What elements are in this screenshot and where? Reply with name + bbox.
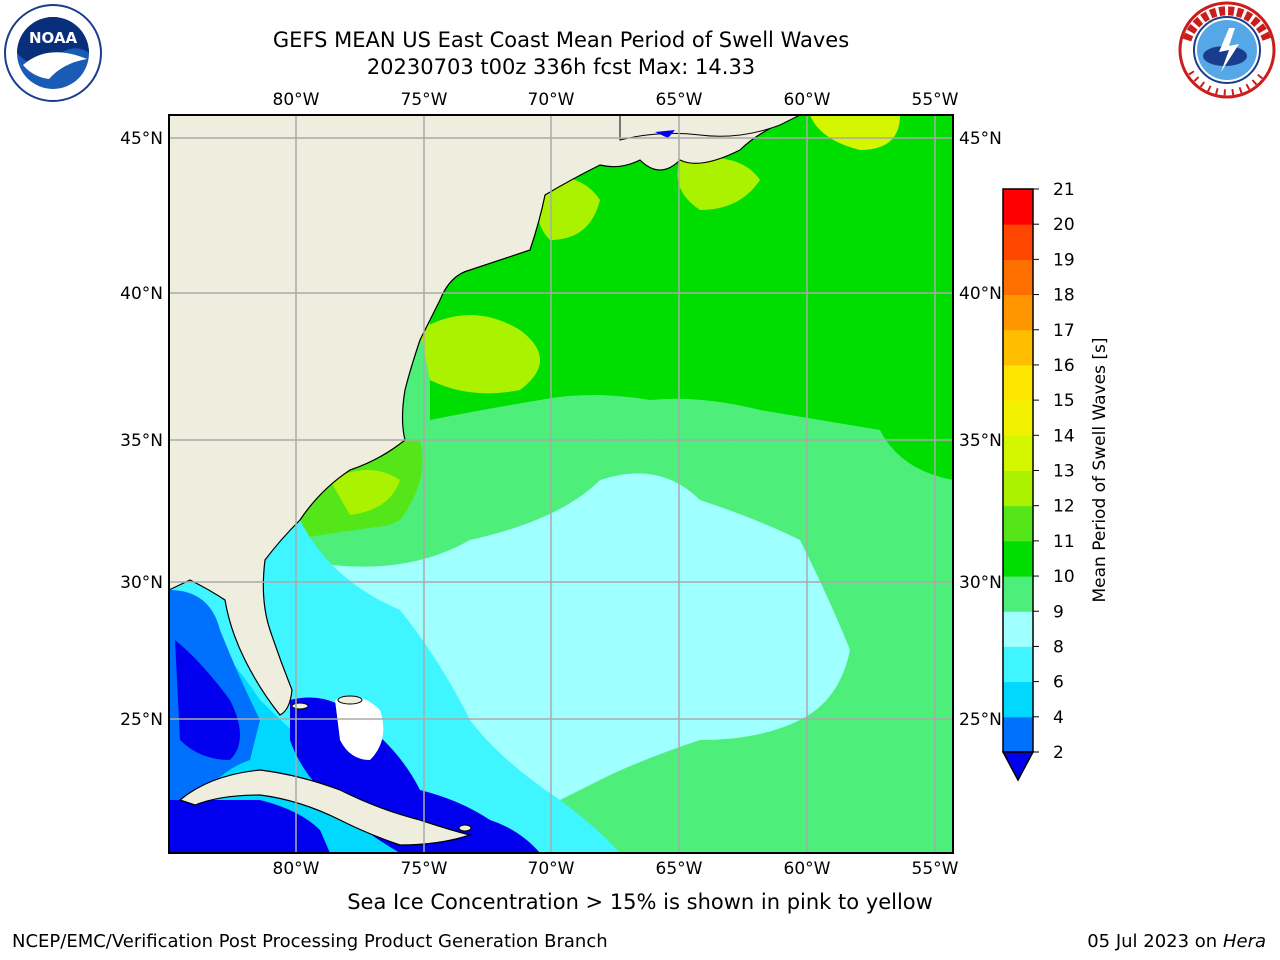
svg-text:NOAA: NOAA: [29, 29, 78, 47]
lon-label-top: 65°W: [656, 90, 703, 110]
colorbar-band: [1003, 364, 1033, 401]
lat-label-right: 25°N: [959, 710, 1002, 730]
colorbar-tick-label: 9: [1053, 602, 1064, 622]
colorbar-tick-label: 6: [1053, 673, 1064, 693]
colorbar-tick-label: 11: [1053, 532, 1075, 552]
lat-label-left: 30°N: [120, 573, 163, 593]
map-area: [169, 115, 953, 853]
lon-label-bottom: 80°W: [273, 859, 320, 879]
lon-label-top: 75°W: [401, 90, 448, 110]
lon-label-bottom: 75°W: [401, 859, 448, 879]
colorbar-tick-label: 19: [1053, 250, 1075, 270]
footer-date: 05 Jul 2023 on Hera: [1087, 931, 1266, 952]
lon-label-bottom: 65°W: [656, 859, 703, 879]
colorbar-band: [1003, 435, 1033, 471]
colorbar-tick-label: 20: [1053, 215, 1075, 235]
colorbar-tick-label: 8: [1053, 637, 1064, 657]
lat-label-left: 40°N: [120, 284, 163, 304]
sea-ice-note: Sea Ice Concentration > 15% is shown in …: [0, 890, 1280, 914]
lat-label-left: 25°N: [120, 710, 163, 730]
colorbar-band: [1003, 470, 1033, 507]
colorbar-band: [1003, 400, 1033, 436]
colorbar-tick-label: 12: [1053, 497, 1075, 517]
lat-label-right: 30°N: [959, 573, 1002, 593]
map-frame: [168, 114, 954, 854]
colorbar-tick-label: 17: [1053, 321, 1075, 341]
colorbar: 2 4 6 8 9 10 11 12 13 14 15 16 17 18 19 20 21: [1001, 180, 1075, 782]
colorbar-tick-label: 15: [1053, 391, 1075, 411]
colorbar-band: [1003, 329, 1033, 366]
lon-label-top: 70°W: [528, 90, 575, 110]
sea-ice-note-text: Sea Ice Concentration > 15% is shown in …: [347, 890, 933, 914]
lat-label-left: 35°N: [120, 431, 163, 451]
land-cuba: [178, 769, 473, 846]
colorbar-band: [1003, 576, 1033, 612]
lon-label-top: 60°W: [784, 90, 831, 110]
lat-label-right: 35°N: [959, 431, 1002, 451]
colorbar-label: Mean Period of Swell Waves [s]: [1090, 338, 1110, 603]
land-maritimes: [619, 115, 801, 141]
colorbar-band: [1003, 294, 1033, 331]
chart-subtitle: 20230703 t00z 336h fcst Max: 14.33: [366, 55, 756, 79]
colorbar-tick-label: 18: [1053, 286, 1075, 306]
colorbar-tick-label: 4: [1053, 708, 1064, 728]
map-gridlines: [169, 115, 953, 853]
colorbar-band: [1003, 646, 1033, 683]
colorbar-band: [1003, 716, 1033, 753]
colorbar-band: [1003, 681, 1033, 718]
land-us: [169, 115, 801, 716]
nws-logo-icon: [1178, 1, 1276, 99]
colorbar-band: [1003, 540, 1033, 577]
footer-date-text: 05 Jul 2023 on: [1087, 931, 1223, 952]
noaa-logo-icon: NOAA: [4, 4, 102, 102]
lon-label-bottom: 60°W: [784, 859, 831, 879]
lon-label-top: 55°W: [912, 90, 959, 110]
footer-credit: NCEP/EMC/Verification Post Processing Pr…: [12, 931, 608, 952]
colorbar-tick-label: 16: [1053, 356, 1075, 376]
colorbar-tick-label: 2: [1053, 743, 1064, 763]
lon-label-bottom: 70°W: [528, 859, 575, 879]
colorbar-band: [1003, 505, 1033, 542]
colorbar-band: [1003, 259, 1033, 296]
colorbar-tick-label: 21: [1053, 180, 1075, 200]
lon-label-bottom: 55°W: [912, 859, 959, 879]
lat-label-right: 45°N: [959, 129, 1002, 149]
colorbar-band: [1003, 189, 1033, 225]
footer-machine: Hera: [1222, 931, 1266, 952]
colorbar-tick-label: 14: [1053, 426, 1075, 446]
colorbar-under-extension: [1001, 751, 1035, 782]
colorbar-band: [1003, 611, 1033, 647]
lon-label-top: 80°W: [273, 90, 320, 110]
lat-label-right: 40°N: [959, 284, 1002, 304]
colorbar-tick-label: 10: [1053, 567, 1075, 587]
chart-title: GEFS MEAN US East Coast Mean Period of S…: [272, 28, 850, 52]
colorbar-tick-label: 13: [1053, 462, 1075, 482]
colorbar-band: [1003, 224, 1033, 260]
lat-label-left: 45°N: [120, 129, 163, 149]
